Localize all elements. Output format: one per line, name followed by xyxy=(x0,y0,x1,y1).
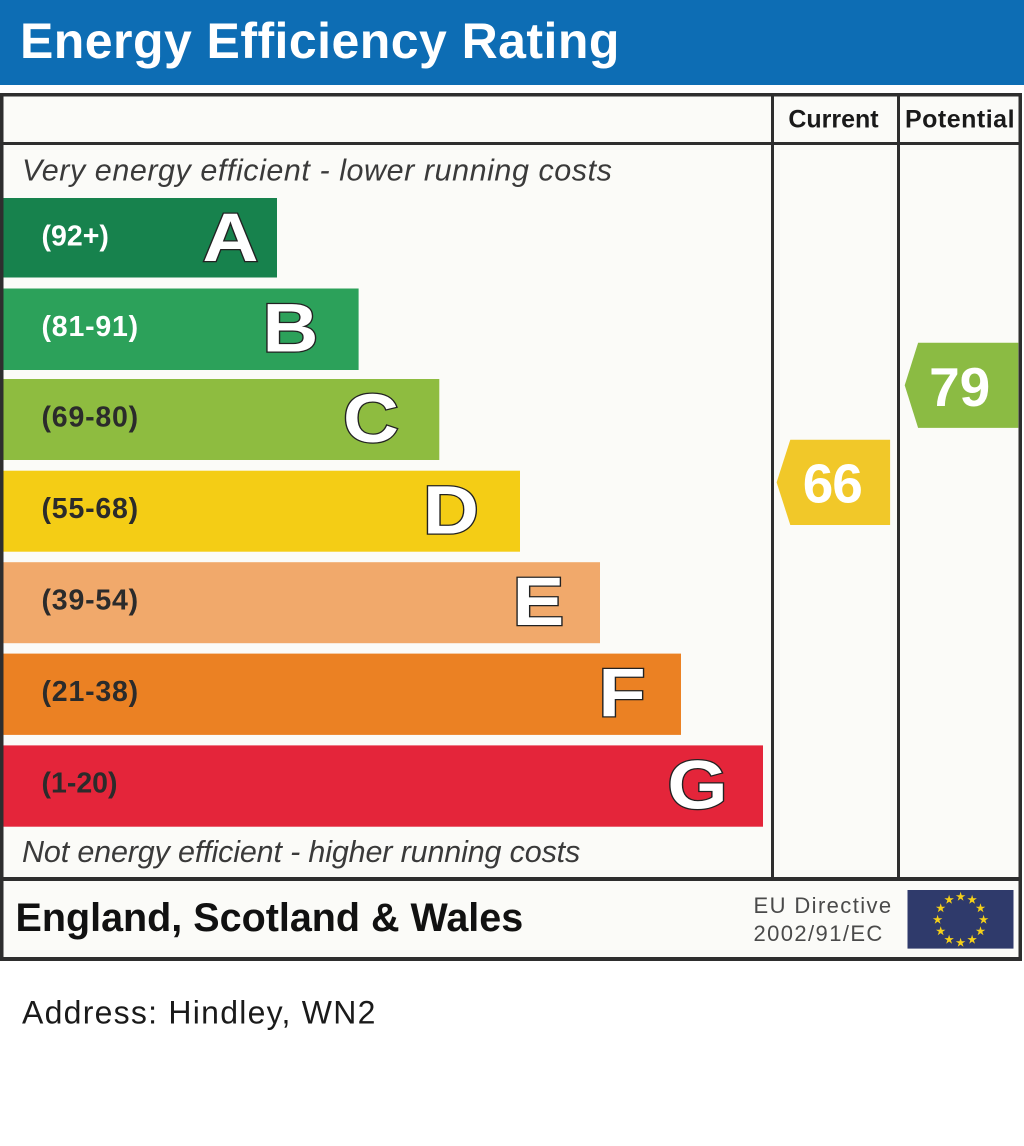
svg-text:(1-20): (1-20) xyxy=(42,768,118,800)
svg-text:C: C xyxy=(343,381,399,457)
svg-text:EU Directive: EU Directive xyxy=(754,893,893,918)
svg-text:E: E xyxy=(513,564,565,640)
svg-text:(92+): (92+) xyxy=(42,220,109,252)
svg-text:2002/91/EC: 2002/91/EC xyxy=(754,921,884,946)
svg-text:(81-91): (81-91) xyxy=(42,311,139,343)
svg-text:66: 66 xyxy=(803,452,862,514)
svg-text:Not energy efficient - higher: Not energy efficient - higher running co… xyxy=(22,835,580,869)
svg-text:England, Scotland & Wales: England, Scotland & Wales xyxy=(16,896,524,940)
svg-text:Very energy efficient - lower: Very energy efficient - lower running co… xyxy=(22,154,612,188)
svg-text:A: A xyxy=(203,200,259,276)
svg-text:Current: Current xyxy=(788,106,879,134)
svg-text:Address: Hindley, WN2: Address: Hindley, WN2 xyxy=(22,995,377,1031)
svg-text:79: 79 xyxy=(929,356,990,418)
svg-text:(69-80): (69-80) xyxy=(42,401,139,433)
svg-text:F: F xyxy=(598,656,645,732)
svg-text:(55-68): (55-68) xyxy=(42,493,139,525)
svg-text:G: G xyxy=(667,747,727,823)
svg-text:B: B xyxy=(263,291,319,367)
svg-text:D: D xyxy=(423,473,479,549)
svg-text:(39-54): (39-54) xyxy=(42,585,139,617)
svg-text:Energy Efficiency Rating: Energy Efficiency Rating xyxy=(20,13,620,69)
svg-text:(21-38): (21-38) xyxy=(42,676,139,708)
svg-text:Potential: Potential xyxy=(905,106,1015,134)
